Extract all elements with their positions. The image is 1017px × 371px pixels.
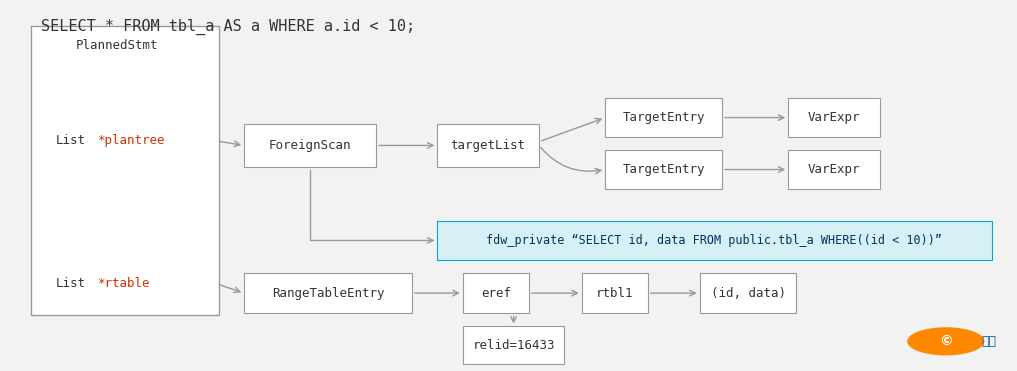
Text: VarExpr: VarExpr: [807, 163, 860, 176]
Text: relid=16433: relid=16433: [472, 338, 555, 352]
Text: VarExpr: VarExpr: [807, 111, 860, 124]
Text: fdw_private “SELECT id, data FROM public.tbl_a WHERE((id < 10))”: fdw_private “SELECT id, data FROM public…: [486, 234, 943, 247]
Text: RangeTableEntry: RangeTableEntry: [272, 286, 384, 300]
FancyBboxPatch shape: [700, 273, 796, 313]
FancyBboxPatch shape: [463, 326, 564, 364]
Text: eref: eref: [481, 286, 511, 300]
FancyBboxPatch shape: [463, 273, 529, 313]
FancyBboxPatch shape: [788, 150, 880, 189]
Text: List: List: [56, 277, 85, 290]
Text: List: List: [56, 134, 85, 148]
Text: SELECT * FROM tbl_a AS a WHERE a.id < 10;: SELECT * FROM tbl_a AS a WHERE a.id < 10…: [41, 19, 415, 35]
FancyBboxPatch shape: [437, 221, 992, 260]
FancyBboxPatch shape: [788, 98, 880, 137]
Text: TargetEntry: TargetEntry: [622, 111, 705, 124]
FancyBboxPatch shape: [605, 150, 722, 189]
FancyBboxPatch shape: [605, 98, 722, 137]
Text: targetList: targetList: [451, 139, 526, 152]
FancyBboxPatch shape: [244, 273, 412, 313]
Text: *plantree: *plantree: [97, 134, 164, 148]
Text: PlannedStmt: PlannedStmt: [75, 39, 159, 52]
FancyBboxPatch shape: [437, 124, 539, 167]
Text: rtbl1: rtbl1: [596, 286, 634, 300]
Text: ForeignScan: ForeignScan: [268, 139, 352, 152]
Circle shape: [907, 327, 984, 355]
FancyBboxPatch shape: [31, 26, 219, 315]
Text: (id, data): (id, data): [711, 286, 785, 300]
Text: TargetEntry: TargetEntry: [622, 163, 705, 176]
Text: *rtable: *rtable: [97, 277, 149, 290]
FancyBboxPatch shape: [244, 124, 376, 167]
FancyBboxPatch shape: [582, 273, 648, 313]
Text: 远果: 远果: [981, 335, 997, 348]
Text: ©: ©: [939, 334, 953, 348]
